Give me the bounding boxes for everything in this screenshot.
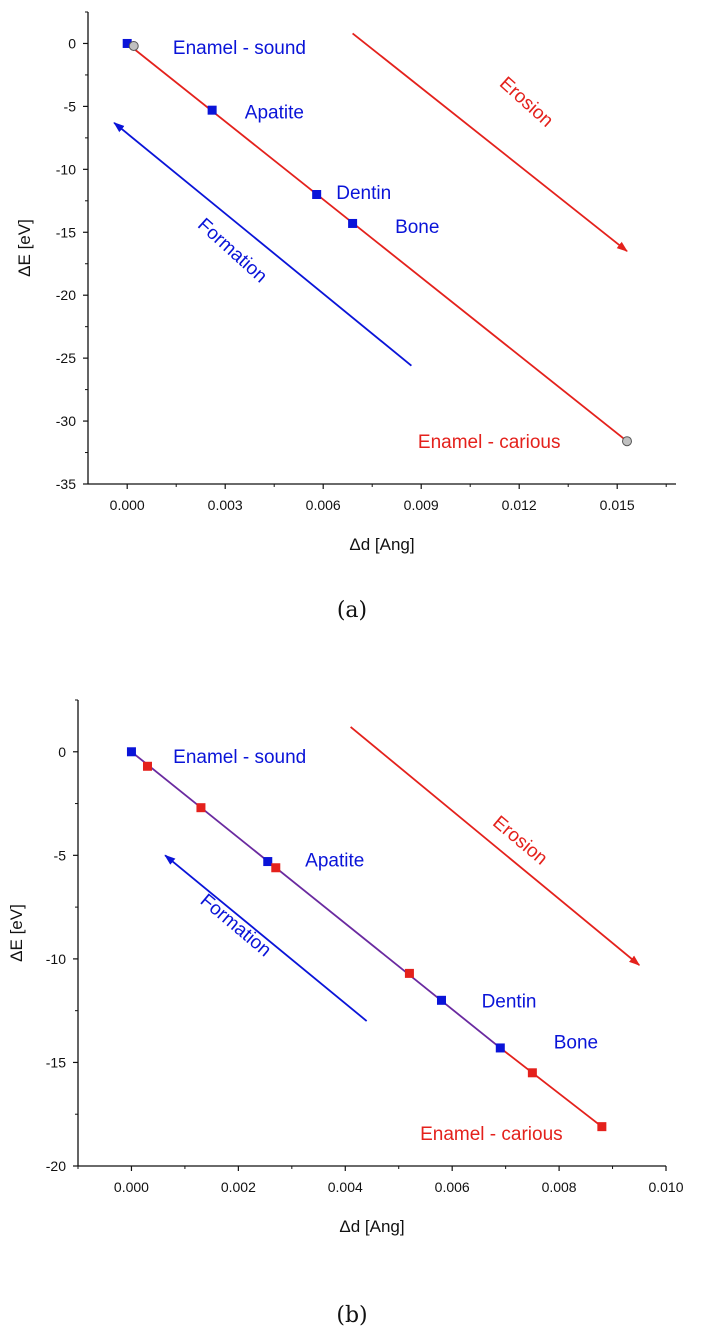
x-tick-label: 0.003 (208, 497, 243, 513)
point-label: Bone (395, 217, 439, 238)
y-tick-label: -20 (56, 287, 76, 303)
x-tick-label: 0.009 (404, 497, 439, 513)
x-tick-label: 0.000 (114, 1179, 149, 1195)
x-tick-label: 0.006 (435, 1179, 470, 1195)
x-tick-label: 0.008 (542, 1179, 577, 1195)
x-axis-title: Δd [Ang] (349, 535, 414, 554)
data-point (263, 857, 273, 867)
data-point (404, 968, 414, 978)
x-axis-title: Δd [Ang] (339, 1217, 404, 1236)
y-tick-label: -25 (56, 350, 76, 366)
fit-line (126, 42, 628, 442)
data-point (527, 1068, 537, 1078)
y-tick-label: -10 (56, 161, 76, 177)
y-tick-label: 0 (68, 35, 76, 51)
y-tick-label: -10 (46, 951, 66, 967)
point-label: Apatite (245, 102, 304, 123)
y-tick-label: -15 (56, 224, 76, 240)
erosion-label: Erosion (495, 73, 557, 132)
x-tick-label: 0.010 (648, 1179, 683, 1195)
y-tick-label: -20 (46, 1158, 66, 1174)
point-label: Apatite (305, 850, 364, 871)
data-point (495, 1043, 505, 1053)
data-point (142, 761, 152, 771)
y-tick-label: -35 (56, 476, 76, 492)
data-point (126, 747, 136, 757)
point-label: Enamel - carious (420, 1124, 563, 1145)
erosion-arrow (352, 32, 628, 252)
data-point (207, 105, 217, 115)
point-label: Bone (554, 1033, 598, 1054)
data-point (196, 803, 206, 813)
y-axis-title: ΔE [eV] (15, 219, 34, 277)
x-tick-label: 0.004 (328, 1179, 363, 1195)
point-label: Enamel - sound (173, 38, 306, 59)
y-tick-label: -15 (46, 1054, 66, 1070)
y-tick-label: 0 (58, 744, 66, 760)
erosion-arrow (350, 726, 641, 966)
point-label: Enamel - sound (173, 747, 306, 768)
formation-arrow (164, 854, 368, 1022)
x-tick-label: 0.002 (221, 1179, 256, 1195)
x-tick-label: 0.006 (306, 497, 341, 513)
data-point (436, 995, 446, 1005)
y-tick-label: -5 (54, 847, 67, 863)
data-point (597, 1122, 607, 1132)
formation-arrow (113, 122, 412, 367)
point-label: Dentin (482, 991, 537, 1012)
y-tick-label: -30 (56, 413, 76, 429)
chart-a: 0 -5 -10 -15 -20 -25 -30 -35 0.000 0.003 0.006 0.00… (15, 11, 676, 554)
caption-a: (a) (337, 598, 367, 623)
data-point (271, 863, 281, 873)
y-tick-label: -5 (64, 98, 77, 114)
x-tick-label: 0.012 (502, 497, 537, 513)
fit-line (499, 1047, 603, 1128)
data-point (122, 38, 132, 48)
y-axis-title: ΔE [eV] (7, 904, 26, 962)
point-label: Dentin (336, 183, 391, 204)
point-label: Enamel - carious (418, 432, 561, 453)
data-point (348, 218, 358, 228)
formation-label: Formation (193, 214, 271, 287)
chart-b: 0 -5 -10 -15 -20 0.000 0.002 0.004 0.006 0.008 0.0… (7, 699, 684, 1236)
data-point (312, 190, 322, 200)
caption-b: (b) (336, 1303, 367, 1328)
data-point (622, 436, 632, 447)
formation-label: Formation (196, 890, 275, 961)
x-tick-label: 0.015 (600, 497, 635, 513)
erosion-label: Erosion (488, 812, 551, 869)
data-point (128, 40, 139, 51)
x-tick-label: 0.000 (110, 497, 145, 513)
